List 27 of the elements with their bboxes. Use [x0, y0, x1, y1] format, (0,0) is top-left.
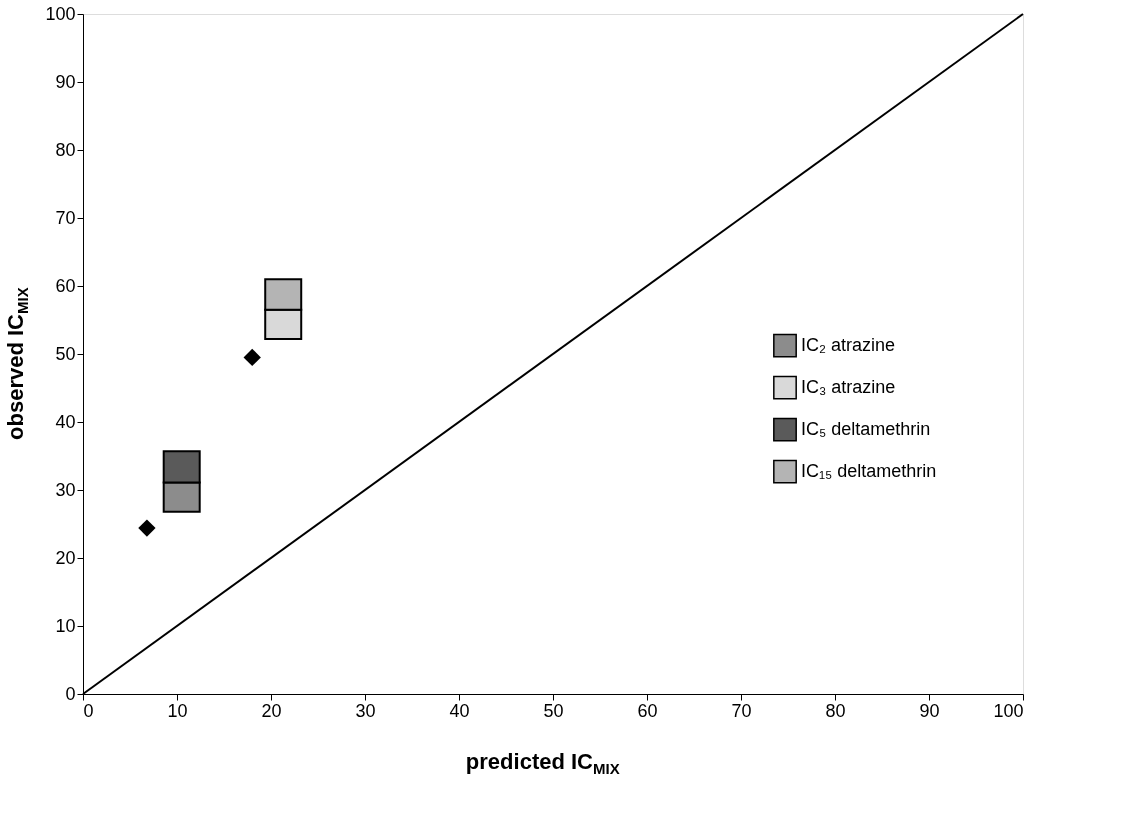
x-tick-label: 20	[261, 700, 282, 721]
legend-label: IC₁₅ deltamethrin	[801, 460, 937, 481]
y-tick-label: 90	[55, 71, 76, 92]
x-tick-label: 30	[355, 700, 376, 721]
x-tick-label: 90	[919, 700, 940, 721]
y-tick-label: 100	[45, 3, 76, 24]
x-tick-label: 70	[731, 700, 752, 721]
legend-label: IC₃ atrazine	[801, 376, 896, 397]
y-tick-label: 30	[55, 479, 76, 500]
legend-label: IC₂ atrazine	[801, 334, 896, 355]
x-tick-label: 60	[637, 700, 658, 721]
y-tick-label: 70	[55, 207, 76, 228]
legend-label: IC₅ deltamethrin	[801, 418, 931, 439]
x-tick-label: 40	[449, 700, 470, 721]
y-tick-label: 0	[65, 683, 76, 704]
x-tick-label: 10	[167, 700, 188, 721]
y-tick-label: 50	[55, 343, 76, 364]
y-tick-label: 10	[55, 615, 76, 636]
y-tick-label: 20	[55, 547, 76, 568]
x-tick-label: 100	[993, 700, 1024, 721]
y-tick-label: 60	[55, 275, 76, 296]
y-tick-label: 80	[55, 139, 76, 160]
y-tick-label: 40	[55, 411, 76, 432]
x-tick-label: 50	[543, 700, 564, 721]
y-axis-title: observed ICMIX	[3, 287, 31, 440]
x-tick-label: 80	[825, 700, 846, 721]
x-tick-label: 0	[83, 700, 94, 721]
